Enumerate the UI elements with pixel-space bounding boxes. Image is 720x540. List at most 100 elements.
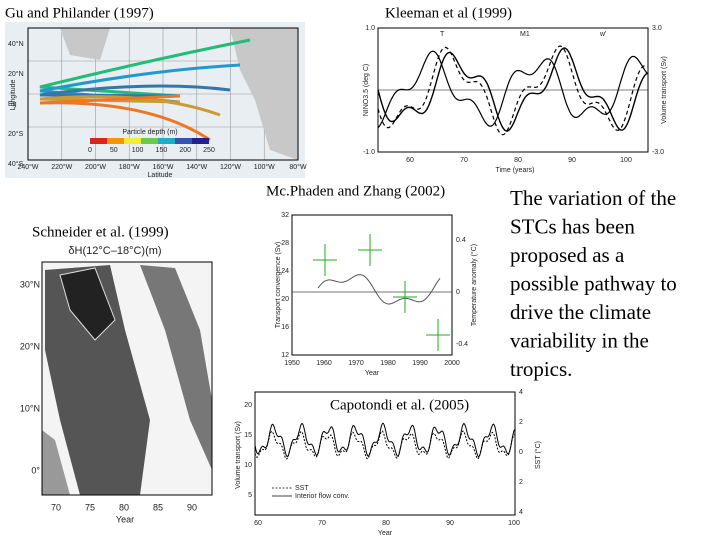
landmass (60, 28, 298, 160)
y2-tick-label: 0 (456, 289, 460, 296)
x-tick-label: 90 (187, 502, 197, 512)
legend-label: SST (295, 485, 309, 492)
lon-label: 100°W (254, 163, 275, 171)
axis-title: Year (365, 370, 380, 377)
y-tick-label: 5 (248, 492, 252, 499)
x-tick-label: 90 (446, 520, 454, 527)
lat-label: 20°N (20, 341, 40, 351)
legend-label: M1 (520, 31, 530, 38)
y2-tick-label: 2 (519, 419, 523, 426)
y-tick-label: 28 (281, 240, 289, 247)
legend-label: w' (599, 31, 606, 38)
plot-frame (27, 27, 299, 161)
x-tick-label: 80 (382, 520, 390, 527)
body-text: The variation of the (510, 186, 676, 210)
lat-label: Eq (8, 101, 17, 108)
caption: Mc.Phaden and Zhang (2002) (266, 183, 445, 199)
lon-label: 220°W (51, 163, 72, 171)
lat-label: 10°N (20, 403, 40, 413)
x-tick-label: 80 (514, 157, 522, 164)
colorbar-tick: 200 (179, 147, 191, 154)
colorbar (175, 138, 192, 144)
lat-label: 40°N (8, 40, 24, 48)
axis-title: Year (378, 530, 393, 537)
colorbar-tick: 150 (156, 147, 168, 154)
axis-title: Longitude (10, 80, 17, 111)
plot-frame (41, 261, 213, 496)
y2-tick-label: 4 (519, 389, 523, 396)
body-text: variability in the (510, 328, 649, 352)
contour-band (45, 265, 150, 495)
colorbar (124, 138, 141, 144)
mcphaden-figure (270, 200, 482, 380)
x-tick-label: 60 (254, 520, 262, 527)
x-tick-label: 70 (460, 157, 468, 164)
kleeman-figure (355, 20, 665, 178)
y2-tick-label: 0 (519, 449, 523, 456)
curve (317, 274, 441, 305)
contour-band (42, 430, 70, 495)
lon-label: 140°W (186, 163, 207, 171)
x-tick-label: 75 (85, 502, 95, 512)
colorbar (158, 138, 175, 144)
colorbar (192, 138, 209, 144)
body-text: proposed as a (510, 243, 625, 267)
x-tick-label: 80 (119, 502, 129, 512)
lat-label: 20°S (8, 130, 24, 138)
axis-title: Volume transport (Sv) (661, 56, 668, 124)
lon-label: 120°W (220, 163, 241, 171)
axis-title: Temperature anomaly (°C) (470, 244, 478, 326)
y-tick-label: 20 (244, 402, 252, 409)
y-tick-label: 12 (281, 352, 289, 359)
axis-title: SST (°C) (534, 441, 542, 469)
x-tick-label: 1960 (316, 360, 332, 367)
y-tick-label: 10 (244, 462, 252, 469)
caption: Kleeman et al (1999) (385, 5, 512, 21)
panel-title: δH(12°C–18°C)(m) (68, 245, 161, 257)
y2-tick-label: -3.0 (652, 149, 664, 156)
capotondi-figure (230, 385, 530, 537)
y2-tick-label: 2 (519, 479, 523, 486)
lon-label: 80°W (289, 163, 307, 171)
plot-frame (291, 214, 453, 356)
trajectory (39, 84, 231, 98)
colorbar (107, 138, 124, 144)
figure-artwork (27, 27, 649, 516)
legend-label: Interior flow conv. (295, 493, 349, 500)
x-tick-label: 85 (153, 502, 163, 512)
lon-label: 240°W (17, 163, 38, 171)
trajectory (39, 63, 241, 104)
lon-label: 200°W (85, 163, 106, 171)
x-tick-label: 1990 (412, 360, 428, 367)
x-tick-label: 1980 (380, 360, 396, 367)
caption: Schneider et al. (1999) (32, 224, 169, 240)
colorbar (141, 138, 158, 144)
curve (377, 50, 649, 129)
x-tick-label: 1950 (284, 360, 300, 367)
lat-label: 40°S (8, 160, 24, 168)
y2-tick-label: -0.4 (456, 341, 468, 348)
body-text: drive the climate (510, 300, 651, 324)
x-tick-label: 60 (406, 157, 414, 164)
x-tick-label: 100 (620, 157, 632, 164)
x-tick-label: 70 (318, 520, 326, 527)
legend-label: T (440, 31, 445, 38)
x-tick-label: 1970 (348, 360, 364, 367)
trajectory (39, 38, 251, 98)
caption: Gu and Philander (1997) (5, 5, 154, 21)
colorbar (90, 138, 107, 144)
axis-title: Latitude (148, 172, 173, 179)
body-text: STCs has been (510, 214, 635, 238)
curve (254, 422, 516, 458)
y-tick-label: 24 (281, 268, 289, 275)
lat-label: 20°N (8, 70, 24, 78)
y-tick-label: 32 (281, 212, 289, 219)
y2-tick-label: 4 (519, 509, 523, 516)
axis-title: NINO3.5 (deg C) (363, 64, 370, 117)
colorbar-tick: 50 (110, 147, 118, 154)
contour-band (140, 265, 212, 470)
x-tick-label: 2000 (444, 360, 460, 367)
y2-tick-label: 0.4 (456, 237, 466, 244)
y-tick-label: 16 (281, 324, 289, 331)
colorbar-tick: 250 (203, 147, 215, 154)
